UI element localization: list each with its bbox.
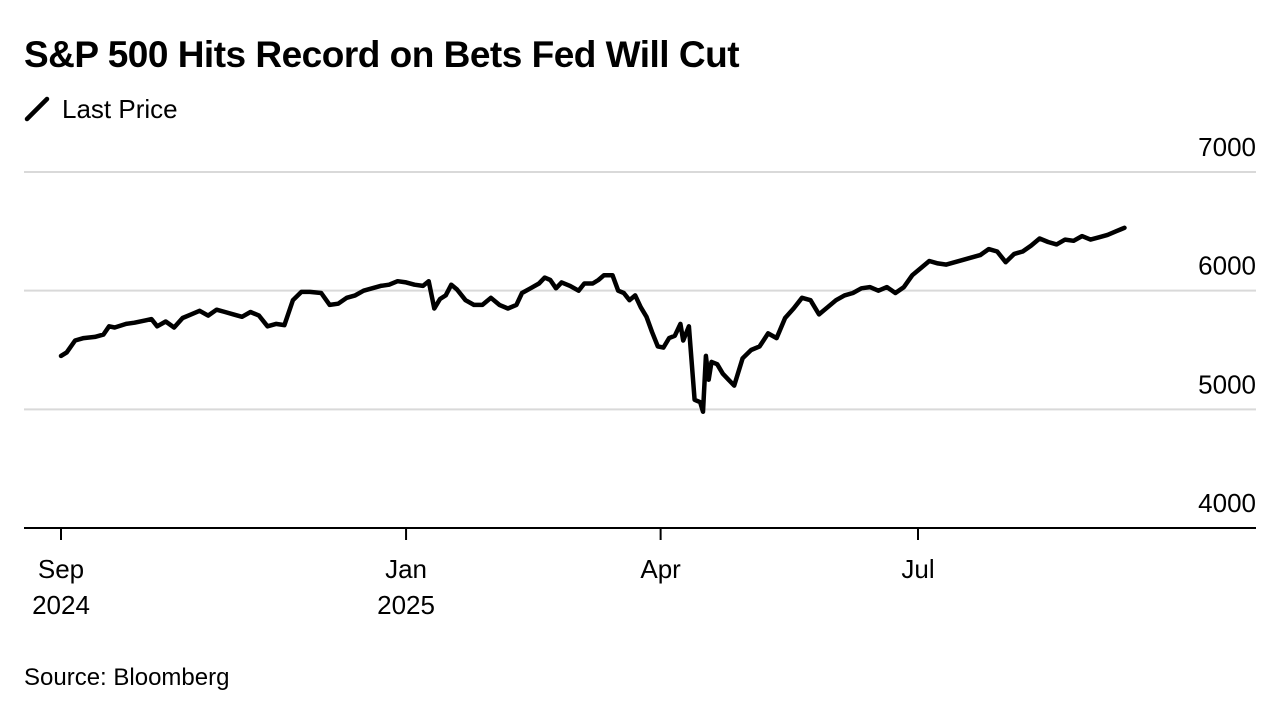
y-tick-label-7000: 7000 (1198, 132, 1256, 162)
x-axis-labels: Sep 2024 Jan 2025 Apr Jul (32, 554, 935, 620)
gridlines (24, 171, 1256, 411)
y-tick-label-6000: 6000 (1198, 251, 1256, 281)
y-axis-labels: 7000 6000 5000 4000 (1198, 132, 1256, 518)
legend: Last Price (24, 93, 178, 125)
x-tick-label-sep: Sep (38, 554, 84, 584)
series-layer (58, 225, 1127, 414)
x-tick-year-2025: 2025 (377, 590, 435, 620)
source-note: Source: Bloomberg (24, 664, 230, 691)
x-tick-label-jul: Jul (901, 554, 934, 584)
x-axis (24, 527, 1256, 540)
x-tick-year-2024: 2024 (32, 590, 90, 620)
x-tick-label-apr: Apr (640, 554, 681, 584)
y-tick-label-4000: 4000 (1198, 488, 1256, 518)
series-line-last-price (58, 225, 1127, 414)
chart-title: S&P 500 Hits Record on Bets Fed Will Cut (24, 34, 740, 75)
legend-label: Last Price (62, 93, 178, 124)
y-tick-label-5000: 5000 (1198, 369, 1256, 399)
x-tick-label-jan: Jan (385, 554, 427, 584)
line-chart: 7000 6000 5000 4000 Sep 2024 Jan 2025 Apr Jul (24, 132, 1256, 620)
legend-line-icon (24, 96, 50, 122)
